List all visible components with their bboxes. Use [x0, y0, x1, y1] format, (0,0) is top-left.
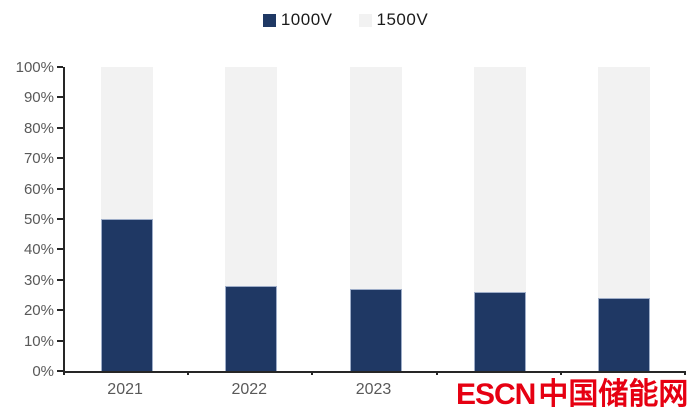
- watermark-logo: ESCN 中国储能网: [456, 369, 688, 413]
- bar-segment-1000v: [473, 292, 526, 371]
- y-axis-tick-mark: [57, 339, 63, 342]
- y-axis-tick-label: 80%: [23, 119, 54, 137]
- legend-item-1000v: 1000V: [262, 10, 333, 30]
- x-axis-tick-label: 2022: [231, 381, 268, 398]
- y-axis-tick-label: 50%: [23, 211, 54, 228]
- bar-segment-1000v: [597, 298, 650, 371]
- y-axis-tick-label: 30%: [23, 271, 54, 289]
- y-axis-tick-mark: [57, 370, 63, 372]
- bar-segment-1500v: [597, 67, 650, 298]
- bar-segment-1500v: [349, 67, 402, 289]
- y-axis-tick-label: 100%: [15, 59, 54, 76]
- bar-segment-1500v: [101, 67, 154, 219]
- bar-segment-1500v: [225, 67, 278, 286]
- y-axis-tick-label: 0%: [32, 363, 54, 380]
- x-axis-tick-mark: [559, 371, 562, 375]
- x-axis-tick-mark: [187, 371, 190, 375]
- y-axis-tick-mark: [57, 126, 63, 129]
- y-axis-tick-label: 60%: [23, 180, 54, 198]
- bar-segment-1500v: [473, 67, 526, 292]
- legend-label-1000v: 1000V: [280, 10, 333, 29]
- x-axis-tick-label: 2021: [107, 381, 143, 398]
- y-axis-tick-mark: [57, 309, 63, 312]
- y-axis-tick-label: 70%: [23, 150, 54, 168]
- x-axis-tick-mark: [435, 371, 438, 375]
- y-axis-tick-mark: [57, 248, 63, 251]
- y-axis-tick-mark: [57, 218, 63, 220]
- x-axis-tick-label: 2023: [355, 381, 392, 398]
- y-axis-tick-label: 40%: [23, 241, 54, 259]
- bar-segment-1000v: [101, 219, 154, 371]
- y-axis-tick-label: 20%: [23, 302, 54, 320]
- y-axis-tick-mark: [57, 187, 63, 190]
- legend-label-1500v: 1500V: [376, 10, 429, 29]
- x-axis-tick-mark: [311, 371, 314, 375]
- bar-segment-1000v: [349, 289, 402, 371]
- y-axis-tick-label: 90%: [23, 89, 54, 107]
- y-axis-tick-mark: [57, 96, 63, 99]
- bar-segment-1000v: [225, 286, 278, 371]
- x-axis-tick-mark: [684, 371, 686, 375]
- y-axis-tick-mark: [57, 66, 63, 68]
- watermark-latin-text: ESCN: [456, 378, 536, 411]
- legend: 1000V 1500V: [0, 10, 691, 30]
- watermark-cjk-text: 中国储能网: [538, 378, 689, 411]
- legend-swatch-1000v-icon: [262, 13, 276, 27]
- legend-swatch-1500v-icon: [358, 13, 372, 27]
- y-axis-tick-mark: [57, 278, 63, 281]
- legend-item-1500v: 1500V: [358, 10, 429, 30]
- y-axis-tick-mark: [57, 157, 63, 160]
- x-axis-tick-mark: [63, 371, 65, 375]
- plot-area: [63, 67, 686, 373]
- y-axis-tick-label: 10%: [23, 332, 54, 350]
